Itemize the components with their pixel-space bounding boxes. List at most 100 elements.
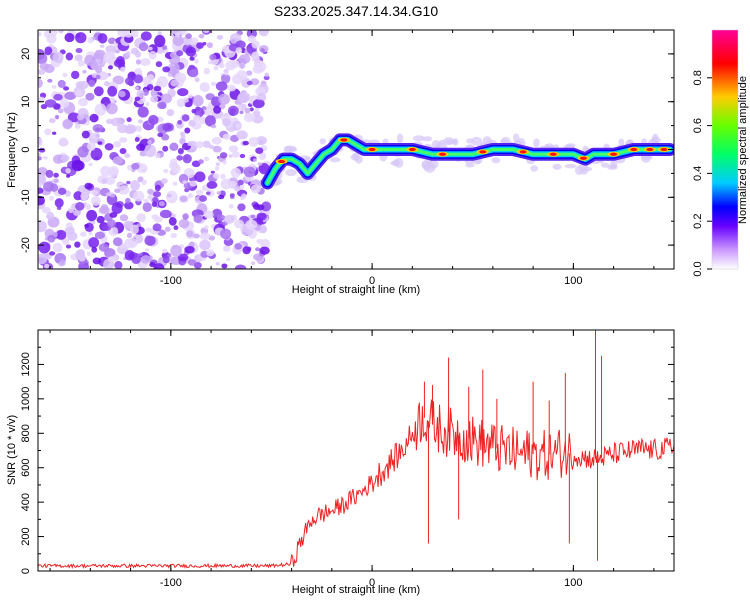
- noise-blob: [124, 238, 134, 249]
- noise-blob: [87, 141, 96, 151]
- noise-blob: [38, 78, 43, 88]
- noise-blob: [45, 169, 54, 178]
- noise-blob: [44, 263, 50, 269]
- noise-blob: [88, 231, 93, 236]
- noise-blob: [38, 137, 43, 146]
- noise-blob: [234, 185, 241, 192]
- noise-blob: [194, 58, 199, 64]
- ridge-hotspot-core: [439, 152, 447, 156]
- noise-blob: [51, 84, 57, 89]
- ridge-halo: [610, 164, 617, 169]
- noise-blob: [54, 198, 64, 208]
- noise-blob: [84, 54, 96, 66]
- chart-title: S233.2025.347.14.34.G10: [274, 3, 438, 19]
- noise-blob: [162, 122, 174, 132]
- noise-blob: [38, 96, 45, 103]
- noise-blob: [90, 147, 103, 161]
- noise-blob: [222, 160, 227, 165]
- noise-blob: [195, 140, 204, 149]
- noise-blob: [194, 77, 200, 83]
- noise-blob: [202, 140, 211, 148]
- noise-blob: [221, 263, 228, 269]
- noise-blob: [144, 144, 157, 158]
- noise-blob: [245, 219, 258, 230]
- y-tick-label: 200: [20, 527, 32, 545]
- noise-blob: [66, 231, 78, 241]
- colorbar-label: Normalized spectral amplitude: [737, 76, 749, 224]
- noise-blob: [213, 65, 219, 71]
- noise-blob: [124, 250, 135, 261]
- noise-blob: [220, 73, 231, 84]
- noise-blob: [226, 257, 231, 262]
- noise-blob: [215, 262, 220, 266]
- noise-blob: [67, 112, 80, 123]
- noise-blob: [73, 191, 83, 201]
- noise-blob: [176, 98, 186, 108]
- snr-frame: [37, 329, 675, 572]
- noise-blob: [86, 251, 92, 257]
- noise-blob: [227, 105, 239, 116]
- noise-blob: [114, 188, 121, 194]
- noise-blob: [228, 154, 233, 158]
- noise-blob: [170, 232, 177, 239]
- noise-blob: [82, 69, 87, 74]
- noise-blob: [166, 109, 175, 117]
- noise-blob: [228, 145, 239, 153]
- noise-blob: [205, 191, 211, 195]
- noise-blob: [139, 58, 151, 66]
- noise-blob: [85, 203, 92, 211]
- x-tick-label: 0: [369, 275, 375, 287]
- noise-blob: [98, 243, 110, 252]
- noise-blob: [187, 94, 194, 99]
- noise-blob: [54, 114, 60, 120]
- noise-blob: [94, 103, 107, 116]
- noise-blob: [74, 54, 83, 62]
- noise-blob: [170, 213, 177, 218]
- ridge-halo: [618, 138, 625, 147]
- noise-blob: [119, 147, 127, 155]
- noise-blob: [234, 219, 245, 229]
- noise-blob: [75, 32, 87, 44]
- noise-blob: [172, 35, 184, 47]
- noise-blob: [97, 141, 103, 145]
- noise-blob: [38, 174, 47, 185]
- noise-blob: [234, 264, 247, 269]
- noise-blob: [134, 137, 140, 142]
- noise-blob: [154, 34, 166, 48]
- noise-blob: [258, 30, 269, 37]
- noise-blob: [88, 79, 96, 88]
- noise-blob: [38, 253, 48, 265]
- noise-blob: [126, 117, 132, 123]
- y-tick-label: 1000: [20, 387, 32, 411]
- noise-blob: [255, 147, 264, 154]
- noise-blob: [177, 147, 184, 155]
- noise-blob: [159, 152, 165, 157]
- noise-blob: [93, 86, 104, 97]
- noise-blob: [187, 141, 193, 146]
- y-tick-label: -20: [20, 237, 32, 253]
- noise-blob: [172, 181, 178, 186]
- noise-blob: [147, 46, 153, 51]
- noise-blob: [47, 234, 56, 243]
- noise-blob: [109, 97, 116, 103]
- noise-blob: [74, 241, 81, 248]
- noise-blob: [189, 69, 199, 78]
- colorbar: 0.0 0.2 0.4 0.6 0.8 Normalized spectral ampl…: [692, 29, 749, 277]
- noise-blob: [182, 180, 188, 184]
- noise-blob: [168, 217, 177, 226]
- noise-blob: [199, 195, 207, 202]
- noise-blob: [170, 244, 182, 257]
- ridge-halo: [412, 135, 425, 142]
- noise-blob: [91, 246, 98, 253]
- noise-blob: [88, 162, 93, 167]
- noise-blob: [190, 37, 199, 46]
- noise-blob: [84, 182, 93, 190]
- noise-blob: [160, 93, 172, 104]
- noise-blob: [179, 195, 188, 202]
- noise-blob: [239, 110, 244, 115]
- noise-blob: [215, 81, 228, 92]
- noise-blob: [104, 143, 114, 151]
- noise-blob: [203, 67, 211, 75]
- noise-blob: [230, 60, 240, 68]
- noise-blob: [186, 230, 194, 238]
